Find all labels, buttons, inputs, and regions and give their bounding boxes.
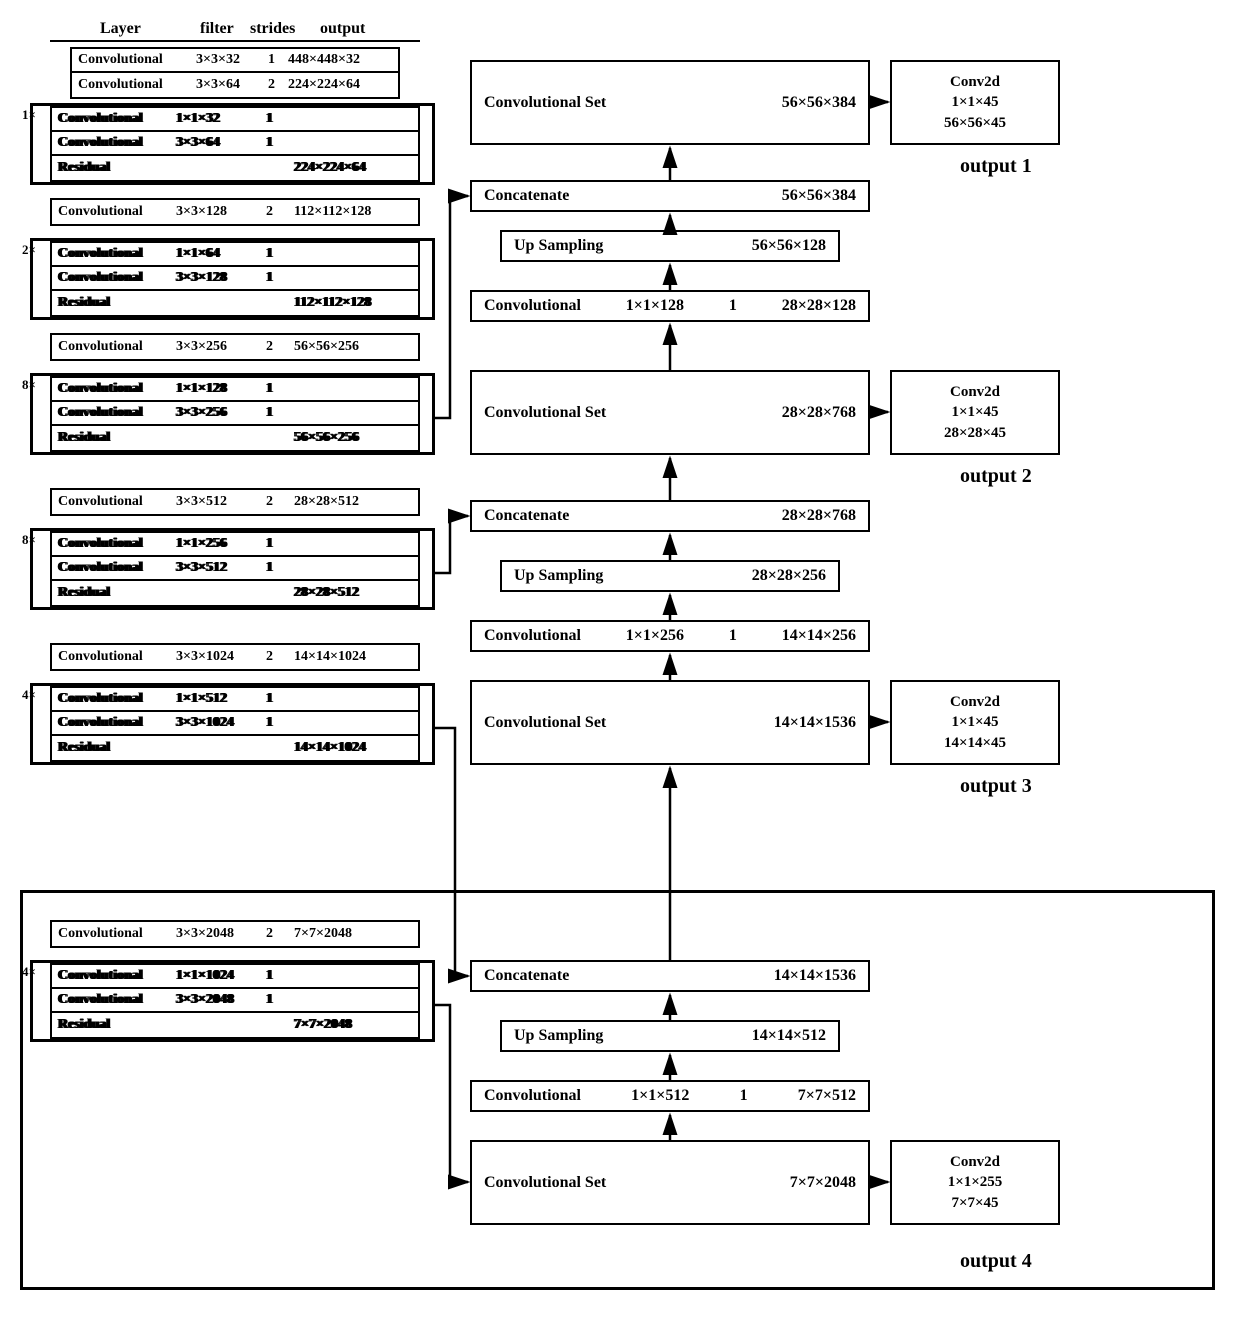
table-row: Residual224×224×64 bbox=[52, 156, 418, 180]
output-box: Conv2d1×1×2557×7×45 bbox=[890, 1140, 1060, 1225]
conv-set-box: Convolutional Set56×56×384 bbox=[470, 60, 870, 145]
table-row: Convolutional1×1×2561 bbox=[52, 533, 418, 557]
table-row: Convolutional1×1×10241 bbox=[52, 965, 418, 989]
conv-box: Convolutional1×1×51217×7×512 bbox=[470, 1080, 870, 1112]
conv-row: Convolutional3×3×1282112×112×128 bbox=[50, 198, 420, 226]
concat-box: Concatenate28×28×768 bbox=[470, 500, 870, 532]
output-box: Conv2d1×1×4514×14×45 bbox=[890, 680, 1060, 765]
concat-box: Concatenate14×14×1536 bbox=[470, 960, 870, 992]
table-row: Residual28×28×512 bbox=[52, 581, 418, 605]
table-row: Convolutional3×3×5121 bbox=[52, 557, 418, 581]
conv-row: Convolutional3×3×256256×56×256 bbox=[50, 333, 420, 361]
upsample-box: Up Sampling28×28×256 bbox=[500, 560, 840, 592]
table-row: Convolutional1×1×641 bbox=[52, 243, 418, 267]
table-row: Convolutional3×3×10241 bbox=[52, 712, 418, 736]
residual-table: Convolutional1×1×10241Convolutional3×3×2… bbox=[50, 963, 420, 1039]
output-box: Conv2d1×1×4556×56×45 bbox=[890, 60, 1060, 145]
residual-table: Convolutional1×1×1281Convolutional3×3×25… bbox=[50, 376, 420, 452]
table-row: Residual56×56×256 bbox=[52, 426, 418, 450]
header-strides: strides bbox=[250, 20, 295, 38]
table-row: Convolutional3×3×641 bbox=[52, 132, 418, 156]
residual-table: Convolutional1×1×321Convolutional3×3×641… bbox=[50, 106, 420, 182]
conv-box: Convolutional1×1×256114×14×256 bbox=[470, 620, 870, 652]
conv-row: Convolutional3×3×204827×7×2048 bbox=[50, 920, 420, 948]
conv-box: Convolutional1×1×128128×28×128 bbox=[470, 290, 870, 322]
header-layer: Layer bbox=[100, 20, 141, 38]
table-row: Convolutional1×1×5121 bbox=[52, 688, 418, 712]
output-label: output 3 bbox=[960, 775, 1032, 798]
output-box: Conv2d1×1×4528×28×45 bbox=[890, 370, 1060, 455]
residual-table: Convolutional1×1×2561Convolutional3×3×51… bbox=[50, 531, 420, 607]
table-row: Convolutional1×1×1281 bbox=[52, 378, 418, 402]
table-row: Residual112×112×128 bbox=[52, 291, 418, 315]
top-rows: Convolutional 3×3×32 1 448×448×32 Convol… bbox=[70, 47, 400, 99]
table-row: Convolutional 3×3×32 1 448×448×32 bbox=[72, 49, 398, 73]
upsample-box: Up Sampling56×56×128 bbox=[500, 230, 840, 262]
residual-table: Convolutional1×1×641Convolutional3×3×128… bbox=[50, 241, 420, 317]
table-row: Convolutional3×3×2561 bbox=[52, 402, 418, 426]
upsample-box: Up Sampling14×14×512 bbox=[500, 1020, 840, 1052]
conv-set-box: Convolutional Set28×28×768 bbox=[470, 370, 870, 455]
conv-set-box: Convolutional Set7×7×2048 bbox=[470, 1140, 870, 1225]
output-label: output 2 bbox=[960, 465, 1032, 488]
table-row: Convolutional3×3×1281 bbox=[52, 267, 418, 291]
header-output: output bbox=[320, 20, 365, 38]
output-label: output 1 bbox=[960, 155, 1032, 178]
diagram-canvas: Layer filter strides output Convolutiona… bbox=[20, 20, 1220, 1305]
conv-set-box: Convolutional Set14×14×1536 bbox=[470, 680, 870, 765]
header-rule bbox=[50, 40, 420, 42]
table-row: Convolutional3×3×20481 bbox=[52, 989, 418, 1013]
table-row: Convolutional1×1×321 bbox=[52, 108, 418, 132]
concat-box: Concatenate56×56×384 bbox=[470, 180, 870, 212]
conv-row: Convolutional3×3×1024214×14×1024 bbox=[50, 643, 420, 671]
output-label: output 4 bbox=[960, 1250, 1032, 1273]
conv-row: Convolutional3×3×512228×28×512 bbox=[50, 488, 420, 516]
table-row: Residual7×7×2048 bbox=[52, 1013, 418, 1037]
table-row: Residual14×14×1024 bbox=[52, 736, 418, 760]
table-row: Convolutional 3×3×64 2 224×224×64 bbox=[72, 73, 398, 97]
header-filter: filter bbox=[200, 20, 234, 38]
residual-table: Convolutional1×1×5121Convolutional3×3×10… bbox=[50, 686, 420, 762]
